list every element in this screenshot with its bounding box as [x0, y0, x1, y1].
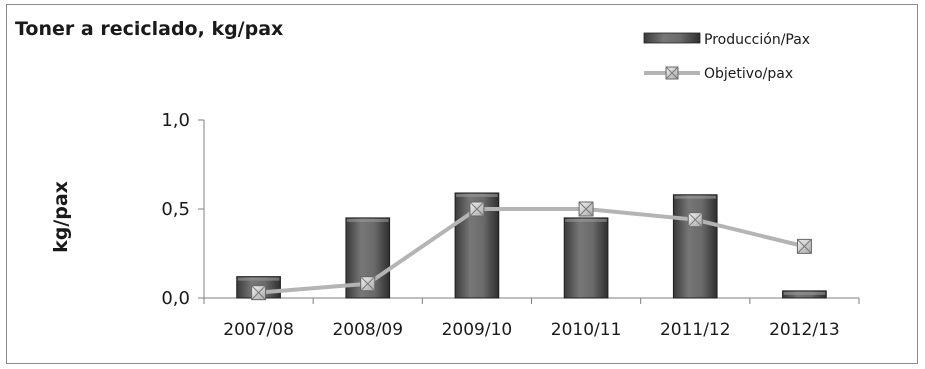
x-tick-label: 2010/11 — [551, 320, 622, 340]
x-tick-label: 2012/13 — [769, 320, 840, 340]
chart-frame: Toner a reciclado, kg/pax kg/pax Producc… — [6, 4, 918, 364]
objective-point-cross — [469, 201, 485, 217]
legend-bar-swatch — [643, 32, 701, 44]
y-tick-label: 1,0 — [161, 110, 190, 131]
objective-point-cross — [687, 212, 703, 228]
legend-marker-cross-2 — [665, 66, 679, 80]
bar-top-highlight — [565, 218, 607, 222]
y-axis-label: kg/pax — [50, 181, 72, 253]
x-tick-label: 2007/08 — [223, 320, 294, 340]
legend: Producción/Pax Objetivo/pax — [643, 32, 810, 82]
x-tick-label: 2008/09 — [332, 320, 403, 340]
plot-area: 0,0 0,5 1,0 2007/08 2008/09 2009/10 2010/11 201… — [161, 110, 860, 340]
x-tick-label: 2009/10 — [442, 320, 513, 340]
chart-title: Toner a reciclado, kg/pax — [15, 18, 283, 40]
x-tick-label: 2011/12 — [660, 320, 731, 340]
bar-top-highlight — [456, 193, 498, 197]
legend-label-production: Producción/Pax — [704, 32, 810, 48]
bar — [563, 217, 609, 299]
objective-point-cross — [797, 239, 812, 254]
bar-top-highlight — [783, 291, 826, 295]
y-tick-label: 0,5 — [161, 199, 190, 220]
y-tick-label: 0,0 — [161, 288, 190, 309]
objective-point-cross — [360, 276, 376, 292]
bar-top-highlight — [237, 277, 280, 281]
bar — [672, 194, 718, 299]
objective-point-cross — [251, 285, 266, 301]
objective-point-cross — [578, 201, 594, 217]
objective-line — [258, 207, 805, 295]
bar-top-highlight — [346, 218, 389, 222]
bar-top-highlight — [674, 195, 717, 199]
chart: Toner a reciclado, kg/pax kg/pax Producc… — [15, 18, 860, 340]
legend-label-objective: Objetivo/pax — [704, 66, 793, 82]
